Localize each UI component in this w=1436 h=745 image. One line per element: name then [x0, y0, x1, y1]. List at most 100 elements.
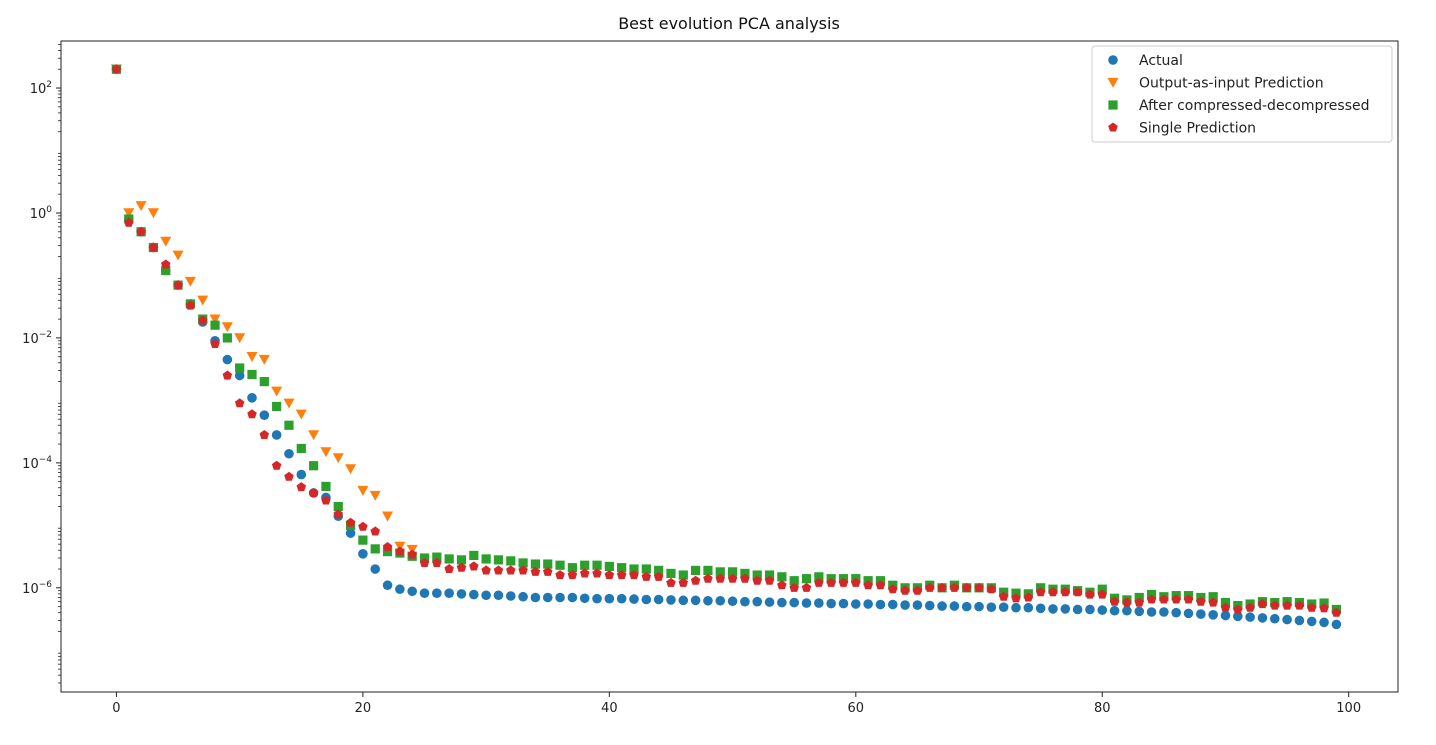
data-point: [284, 471, 294, 481]
data-point: [1282, 614, 1292, 625]
data-series: [110, 64, 1342, 630]
data-point: [1011, 602, 1021, 613]
data-point: [1060, 604, 1071, 614]
data-point: [1331, 607, 1342, 617]
data-point: [518, 558, 528, 568]
legend: Actual Output-as-input Prediction After co…: [1091, 45, 1393, 143]
data-point: [1208, 592, 1218, 602]
data-point: [777, 597, 787, 608]
data-point: [271, 386, 283, 397]
data-point: [506, 556, 516, 566]
legend-box: [1091, 45, 1393, 143]
data-point: [147, 208, 159, 219]
data-point: [740, 573, 750, 583]
data-point: [1208, 597, 1218, 607]
data-point: [1048, 604, 1058, 614]
data-point: [234, 333, 246, 344]
data-point: [937, 601, 947, 611]
data-point: [160, 259, 171, 269]
legend-label: After compressed-decompressed: [1139, 98, 1370, 114]
data-point: [123, 208, 135, 219]
data-point: [555, 592, 565, 603]
data-point: [703, 565, 713, 576]
data-point: [1097, 605, 1108, 615]
data-point: [617, 563, 627, 573]
data-point: [172, 250, 184, 261]
data-point: [295, 409, 307, 420]
data-point: [629, 564, 639, 574]
data-point: [789, 597, 799, 608]
data-point: [518, 565, 528, 575]
data-point: [543, 559, 553, 569]
data-point: [1319, 617, 1329, 628]
data-point: [184, 276, 196, 287]
data-point: [395, 584, 405, 595]
legend-marker: [1107, 77, 1119, 88]
data-point: [1196, 596, 1206, 606]
data-point: [1183, 594, 1194, 604]
data-point: [924, 600, 935, 611]
data-point: [1146, 607, 1157, 617]
data-point: [912, 585, 923, 595]
data-point: [1331, 619, 1342, 630]
data-point: [579, 568, 590, 578]
data-point: [579, 593, 590, 604]
y-tick-base: 10: [30, 207, 47, 222]
data-point: [370, 544, 380, 554]
data-point: [197, 295, 209, 306]
data-point: [284, 420, 294, 430]
data-point: [259, 410, 270, 420]
data-point: [234, 398, 245, 408]
data-point: [357, 485, 369, 496]
data-point: [1220, 598, 1231, 608]
data-point: [1159, 607, 1169, 617]
data-point: [333, 501, 343, 512]
data-point: [160, 236, 172, 247]
data-point: [185, 300, 196, 310]
data-point: [1048, 587, 1058, 597]
data-point: [221, 322, 233, 333]
data-point: [358, 521, 368, 531]
data-point: [641, 594, 652, 605]
data-point: [752, 596, 763, 607]
data-point: [469, 550, 479, 561]
series-1: [110, 64, 418, 555]
data-point: [1171, 594, 1181, 604]
data-point: [1072, 604, 1083, 615]
data-point: [789, 582, 799, 592]
data-point: [173, 280, 183, 290]
data-point: [432, 588, 442, 599]
data-point: [469, 561, 479, 571]
data-point: [369, 490, 381, 501]
data-point: [690, 575, 701, 585]
x-tick-label: 100: [1336, 701, 1361, 716]
data-point: [407, 586, 417, 597]
data-point: [382, 542, 393, 552]
data-point: [197, 315, 208, 325]
data-point: [1085, 589, 1095, 599]
data-point: [111, 64, 122, 74]
data-point: [1122, 605, 1132, 616]
data-point: [332, 453, 344, 464]
data-point: [493, 590, 504, 601]
x-tick-label: 40: [601, 701, 618, 716]
data-point: [148, 242, 159, 252]
data-point: [407, 549, 417, 559]
data-point: [542, 566, 553, 576]
data-point: [580, 560, 590, 570]
data-point: [666, 595, 676, 605]
data-point: [641, 564, 651, 574]
data-point: [1183, 608, 1194, 619]
data-point: [814, 572, 824, 582]
data-point: [530, 559, 541, 569]
data-point: [653, 571, 664, 581]
data-point: [222, 354, 233, 365]
legend-marker: [1108, 55, 1118, 65]
data-point: [666, 577, 676, 587]
data-point: [506, 565, 516, 575]
y-tick-base: 10: [30, 82, 47, 97]
data-point: [1233, 604, 1243, 614]
data-point: [592, 593, 602, 604]
y-tick-label: 10−6: [22, 580, 52, 597]
